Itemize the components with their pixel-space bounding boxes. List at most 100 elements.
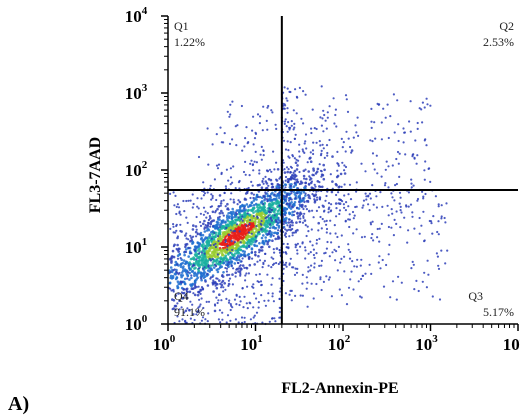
event-dot [298, 170, 301, 174]
event-dot [364, 192, 367, 195]
event-dot [245, 203, 249, 206]
event-dot [298, 150, 301, 153]
event-dot [204, 280, 207, 283]
event-dot [225, 230, 228, 234]
event-dot [242, 306, 245, 309]
event-dot [236, 238, 240, 242]
event-dot [186, 221, 189, 224]
event-dot [286, 87, 289, 90]
event-dot [295, 168, 299, 171]
event-dot [313, 127, 316, 130]
event-dot [232, 254, 235, 257]
event-dot [236, 203, 239, 206]
event-dot [283, 198, 286, 201]
event-dot [175, 212, 178, 216]
event-dot [263, 259, 266, 262]
event-dot [259, 214, 263, 218]
event-dot [270, 219, 273, 222]
event-dot [258, 251, 261, 254]
event-dot [203, 230, 207, 233]
event-dot [196, 205, 199, 208]
event-dot [234, 218, 237, 222]
event-dot [229, 103, 232, 106]
event-dot [271, 263, 275, 266]
event-dot [226, 258, 230, 262]
event-dot [218, 293, 221, 297]
event-dot [308, 157, 312, 160]
event-dot [197, 244, 201, 247]
event-dot [193, 267, 196, 270]
event-dot [199, 303, 202, 306]
event-dot [295, 206, 299, 209]
event-dot [337, 163, 340, 166]
event-dot [190, 287, 194, 291]
event-dot [252, 283, 255, 286]
event-dot [219, 202, 223, 205]
event-dot [235, 144, 238, 147]
event-dot [302, 90, 305, 93]
event-dot [307, 170, 311, 173]
event-dot [258, 212, 262, 215]
event-dot [418, 216, 421, 220]
event-dot [395, 298, 398, 301]
event-dot [351, 210, 355, 214]
event-dot [229, 237, 233, 240]
event-dot [286, 202, 289, 205]
event-dot [259, 201, 263, 204]
event-dot [275, 178, 278, 181]
event-dot [400, 211, 403, 214]
event-dot [271, 111, 274, 114]
event-dot [247, 208, 250, 212]
event-dot [225, 226, 228, 230]
event-dot [313, 183, 316, 186]
event-dot [304, 168, 307, 171]
event-dot [169, 192, 172, 195]
event-dot [345, 98, 348, 101]
event-dot [268, 320, 271, 323]
event-dot [235, 209, 239, 212]
event-dot [266, 200, 269, 203]
event-dot [278, 297, 281, 300]
event-dot [247, 231, 251, 234]
event-dot [307, 266, 310, 269]
event-dot [275, 216, 278, 220]
event-dot [357, 280, 360, 283]
event-dot [234, 187, 237, 190]
event-dot [283, 234, 286, 237]
event-dot [227, 220, 230, 223]
event-dot [239, 205, 242, 208]
event-dot [243, 320, 246, 324]
event-dot [285, 261, 288, 264]
event-dot [275, 213, 279, 217]
event-dot [252, 225, 255, 229]
event-dot [210, 198, 213, 201]
event-dot [312, 152, 315, 156]
event-dot [250, 159, 253, 162]
event-dot [444, 262, 447, 265]
event-dot [292, 109, 295, 112]
event-dot [209, 277, 212, 280]
event-dot [172, 231, 175, 234]
event-dot [330, 203, 333, 206]
event-dot [243, 215, 246, 219]
event-dot [231, 273, 234, 276]
event-dot [292, 190, 296, 194]
event-dot [223, 132, 226, 135]
event-dot [225, 216, 229, 219]
event-dot [171, 308, 174, 311]
event-dot [340, 234, 343, 237]
event-dot [394, 184, 397, 187]
event-dot [440, 217, 443, 220]
event-dot [240, 218, 243, 221]
event-dot [319, 154, 323, 157]
event-dot [251, 129, 254, 132]
event-dot [202, 213, 205, 216]
event-dot [378, 255, 381, 258]
event-dot [283, 221, 286, 224]
event-dot [272, 150, 275, 153]
event-dot [241, 149, 244, 152]
event-dot [371, 184, 374, 187]
event-dot [237, 241, 240, 244]
event-dot [279, 261, 282, 264]
event-dot [416, 154, 419, 157]
